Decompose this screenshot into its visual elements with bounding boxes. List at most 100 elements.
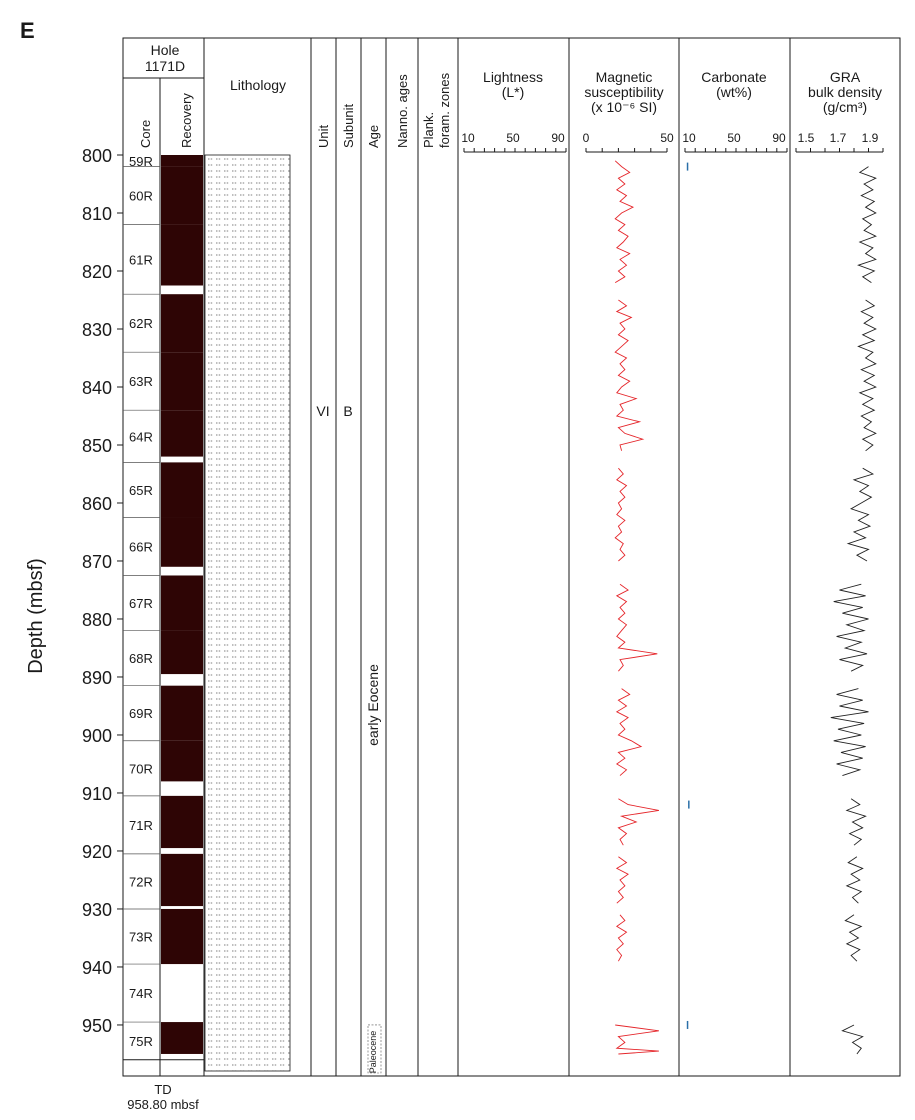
recovery-bar (161, 1022, 203, 1054)
y-axis-label: Depth (mbsf) (25, 558, 47, 674)
depth-tick-label: 950 (82, 1016, 112, 1036)
col-header-unit: Unit (316, 124, 331, 148)
magsus-line (615, 1024, 659, 1055)
lithology-column (204, 154, 291, 1072)
carbonate-tick-label: 50 (727, 131, 741, 145)
core-label: 60R (129, 189, 153, 204)
recovery-bar (161, 685, 203, 741)
recovery-bar (161, 795, 203, 849)
core-label: 65R (129, 483, 153, 498)
gra-line (841, 1024, 864, 1055)
core-label: 75R (129, 1034, 153, 1049)
col-header-nanno: Nanno. ages (395, 74, 410, 148)
core-label: 62R (129, 316, 153, 331)
age-label-lower: Paleocene (368, 1031, 378, 1074)
recovery-bar (161, 224, 203, 286)
magsus-line (614, 467, 628, 562)
plot-data-layer (161, 155, 877, 1055)
gra-line (845, 856, 864, 904)
age-boundary-box (367, 1024, 382, 1074)
subunit-label: B (343, 403, 352, 419)
recovery-bar (161, 853, 203, 907)
col-header-plank-2: foram. zones (437, 72, 452, 148)
core-label: 71R (129, 818, 153, 833)
depth-tick-label: 870 (82, 552, 112, 572)
core-label: 70R (129, 761, 153, 776)
col-header-recovery: Recovery (179, 93, 194, 148)
magsus-line (615, 856, 629, 904)
col-header-age: Age (366, 125, 381, 148)
carbonate-unit: (wt%) (716, 84, 752, 100)
table-frame (122, 37, 901, 1077)
depth-tick-label: 820 (82, 262, 112, 282)
magsus-line (615, 583, 658, 672)
core-label: 66R (129, 539, 153, 554)
gra-line (844, 914, 863, 962)
gra-title-2: bulk density (808, 84, 882, 100)
core-label: 69R (129, 706, 153, 721)
core-label: 63R (129, 374, 153, 389)
depth-tick-label: 900 (82, 726, 112, 746)
gra-line (833, 583, 869, 672)
recovery-bar (161, 462, 203, 518)
core-label: 73R (129, 930, 153, 945)
depth-tick-label: 840 (82, 378, 112, 398)
gra-title: GRA (830, 69, 861, 85)
depth-tick-label: 910 (82, 784, 112, 804)
hole-label-line1: Hole (151, 42, 180, 58)
recovery-bar (161, 740, 203, 782)
recovery-bar (161, 908, 203, 965)
carbonate-tick-label: 90 (772, 131, 786, 145)
col-header-subunit: Subunit (341, 104, 356, 148)
recovery-bar (161, 410, 203, 457)
depth-tick-label: 890 (82, 668, 112, 688)
gra-tick-label: 1.7 (830, 131, 847, 145)
recovery-bar (161, 352, 203, 411)
td-depth: 958.80 mbsf (127, 1097, 199, 1112)
depth-tick-label: 850 (82, 436, 112, 456)
recovery-bar (161, 575, 203, 631)
age-label-upper: early Eocene (365, 664, 381, 746)
lightness-unit: (L*) (502, 84, 525, 100)
core-label: 67R (129, 596, 153, 611)
magsus-line (615, 914, 628, 962)
core-label: 68R (129, 651, 153, 666)
depth-tick-label: 930 (82, 900, 112, 920)
depth-tick-label: 830 (82, 320, 112, 340)
magsus-line (614, 299, 645, 451)
carbonate-tick-label: 10 (682, 131, 696, 145)
depth-tick-label: 880 (82, 610, 112, 630)
gra-line (857, 299, 877, 452)
depth-tick-label: 860 (82, 494, 112, 514)
depth-tick-label: 940 (82, 958, 112, 978)
carbonate-title: Carbonate (701, 69, 767, 85)
gra-line (830, 688, 869, 777)
magsus-tick-label: 0 (583, 131, 590, 145)
magsus-line (614, 160, 635, 283)
unit-label: VI (316, 403, 329, 419)
gra-tick-label: 1.5 (798, 131, 815, 145)
lightness-title: Lightness (483, 69, 543, 85)
lightness-tick-label: 10 (461, 131, 475, 145)
td-label: TD (154, 1082, 171, 1097)
gra-line (845, 798, 867, 846)
hole-label-line2: 1171D (145, 58, 185, 74)
recovery-bar (161, 294, 203, 353)
col-header-plank-1: Plank. (421, 112, 436, 148)
depth-tick-label: 810 (82, 204, 112, 224)
figure-label: E (20, 18, 35, 43)
core-label: 72R (129, 874, 153, 889)
depth-tick-label: 920 (82, 842, 112, 862)
magsus-title-2: susceptibility (584, 84, 663, 100)
recovery-bar (161, 155, 203, 167)
magsus-line (615, 688, 643, 776)
magsus-tick-label: 50 (660, 131, 674, 145)
core-label: 61R (129, 252, 153, 267)
gra-unit: (g/cm³) (823, 99, 867, 115)
depth-tick-label: 800 (82, 146, 112, 166)
recovery-bar (161, 517, 203, 567)
lightness-tick-label: 90 (551, 131, 565, 145)
gra-line (857, 166, 877, 283)
magsus-title: Magnetic (596, 69, 653, 85)
core-label: 64R (129, 429, 153, 444)
